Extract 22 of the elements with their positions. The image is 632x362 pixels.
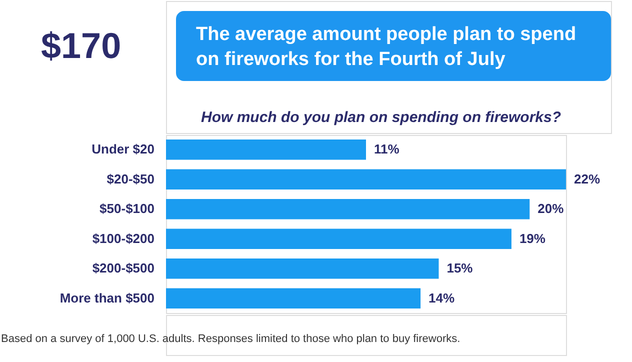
bar [166,139,366,160]
bar [166,169,566,190]
data-label: 14% [428,290,456,306]
y-tick-label: $50-$100 [100,201,154,216]
data-label: 20% [538,201,564,216]
data-label: 15% [446,260,474,276]
y-tick-label: More than $500 [60,290,154,306]
text: $170 [41,25,122,66]
y-tick-label: $200-$500 [92,260,154,276]
bar [166,288,421,309]
y-tick-label: $100-$200 [92,230,154,246]
chart-subtitle: How much do you plan on spending on fireworks? [200,109,562,126]
text: Based on a survey of 1,000 U.S. adults. Responses limited to those who plan to buy fireworks. [1,333,460,345]
data-label: 22% [574,171,600,186]
y-tick-label: Under $20 [92,142,154,157]
data-label: 11% [374,142,400,157]
bar [166,228,512,250]
chart-title: The average amount people plan to spend on fireworks for the Fourth of July [196,24,576,70]
data-label: 19% [519,230,546,246]
bar [166,258,439,279]
y-tick-label: $20-$50 [106,171,154,186]
bar [166,198,530,220]
